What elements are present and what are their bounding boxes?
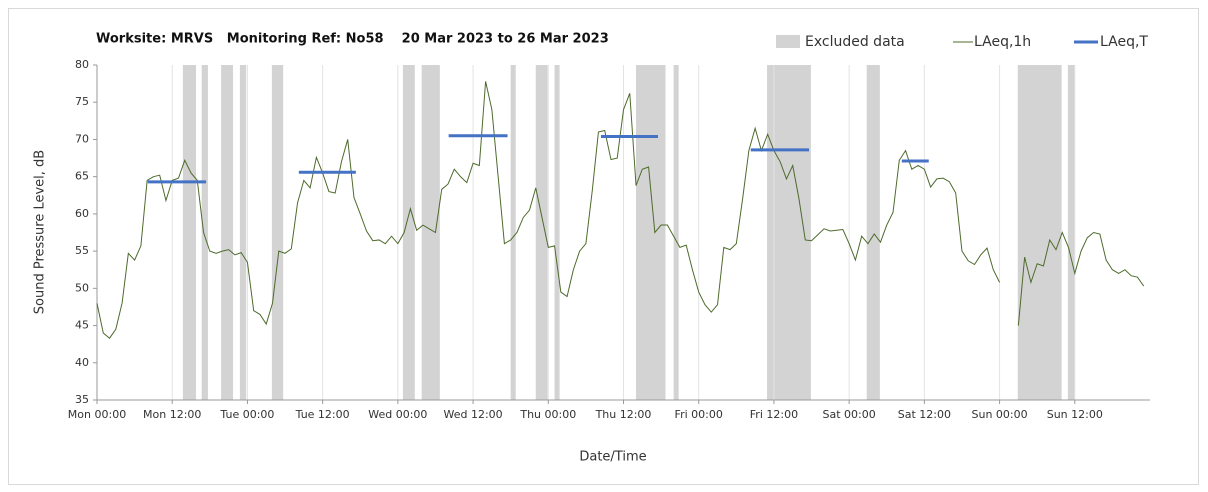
excluded-band	[636, 65, 666, 400]
x-tick-label: Wed 12:00	[443, 408, 502, 421]
excluded-band	[554, 65, 560, 400]
y-tick-label: 70	[75, 132, 89, 145]
x-tick-label: Sun 00:00	[972, 408, 1028, 421]
excluded-band	[510, 65, 516, 400]
y-axis-label: Sound Pressure Level, dB	[33, 150, 48, 314]
x-tick-label: Tue 12:00	[295, 408, 350, 421]
excluded-band	[402, 65, 415, 400]
y-tick-label: 65	[75, 170, 89, 183]
y-tick-label: 35	[75, 393, 89, 406]
excluded-band	[421, 65, 440, 400]
legend-swatch	[776, 35, 800, 48]
x-tick-label: Wed 00:00	[368, 408, 427, 421]
excluded-band	[182, 65, 197, 400]
chart-title: Worksite: MRVS Monitoring Ref: No58 20 M…	[96, 32, 609, 47]
excluded-band	[271, 65, 284, 400]
x-tick-label: Mon 00:00	[68, 408, 126, 421]
x-tick-label: Mon 12:00	[143, 408, 201, 421]
x-tick-label: Fri 00:00	[675, 408, 723, 421]
x-tick-label: Tue 00:00	[219, 408, 274, 421]
y-tick-label: 60	[75, 207, 89, 220]
y-tick-label: 40	[75, 356, 89, 369]
excluded-band	[201, 65, 208, 400]
x-axis-label: Date/Time	[579, 450, 646, 465]
x-tick-label: Sat 12:00	[898, 408, 951, 421]
excluded-band	[1067, 65, 1075, 400]
excluded-band	[866, 65, 880, 400]
data-line	[96, 81, 1145, 339]
y-tick-label: 45	[75, 319, 89, 332]
y-tick-label: 75	[75, 95, 89, 108]
y-tick-label: 50	[75, 281, 89, 294]
chart-border	[8, 8, 1199, 485]
x-tick-label: Sat 00:00	[823, 408, 876, 421]
excluded-band	[535, 65, 548, 400]
x-tick-label: Thu 00:00	[519, 408, 576, 421]
excluded-band	[221, 65, 234, 400]
y-tick-label: 80	[75, 58, 89, 71]
excluded-band	[1017, 65, 1062, 400]
excluded-band	[673, 65, 679, 400]
x-tick-label: Sun 12:00	[1047, 408, 1103, 421]
legend-label: LAeq,T	[1100, 34, 1148, 50]
legend-label: LAeq,1h	[974, 34, 1031, 50]
legend-label: Excluded data	[805, 34, 905, 50]
excluded-band	[239, 65, 247, 400]
x-tick-label: Thu 12:00	[595, 408, 652, 421]
y-tick-label: 55	[75, 244, 89, 257]
x-tick-label: Fri 12:00	[750, 408, 798, 421]
